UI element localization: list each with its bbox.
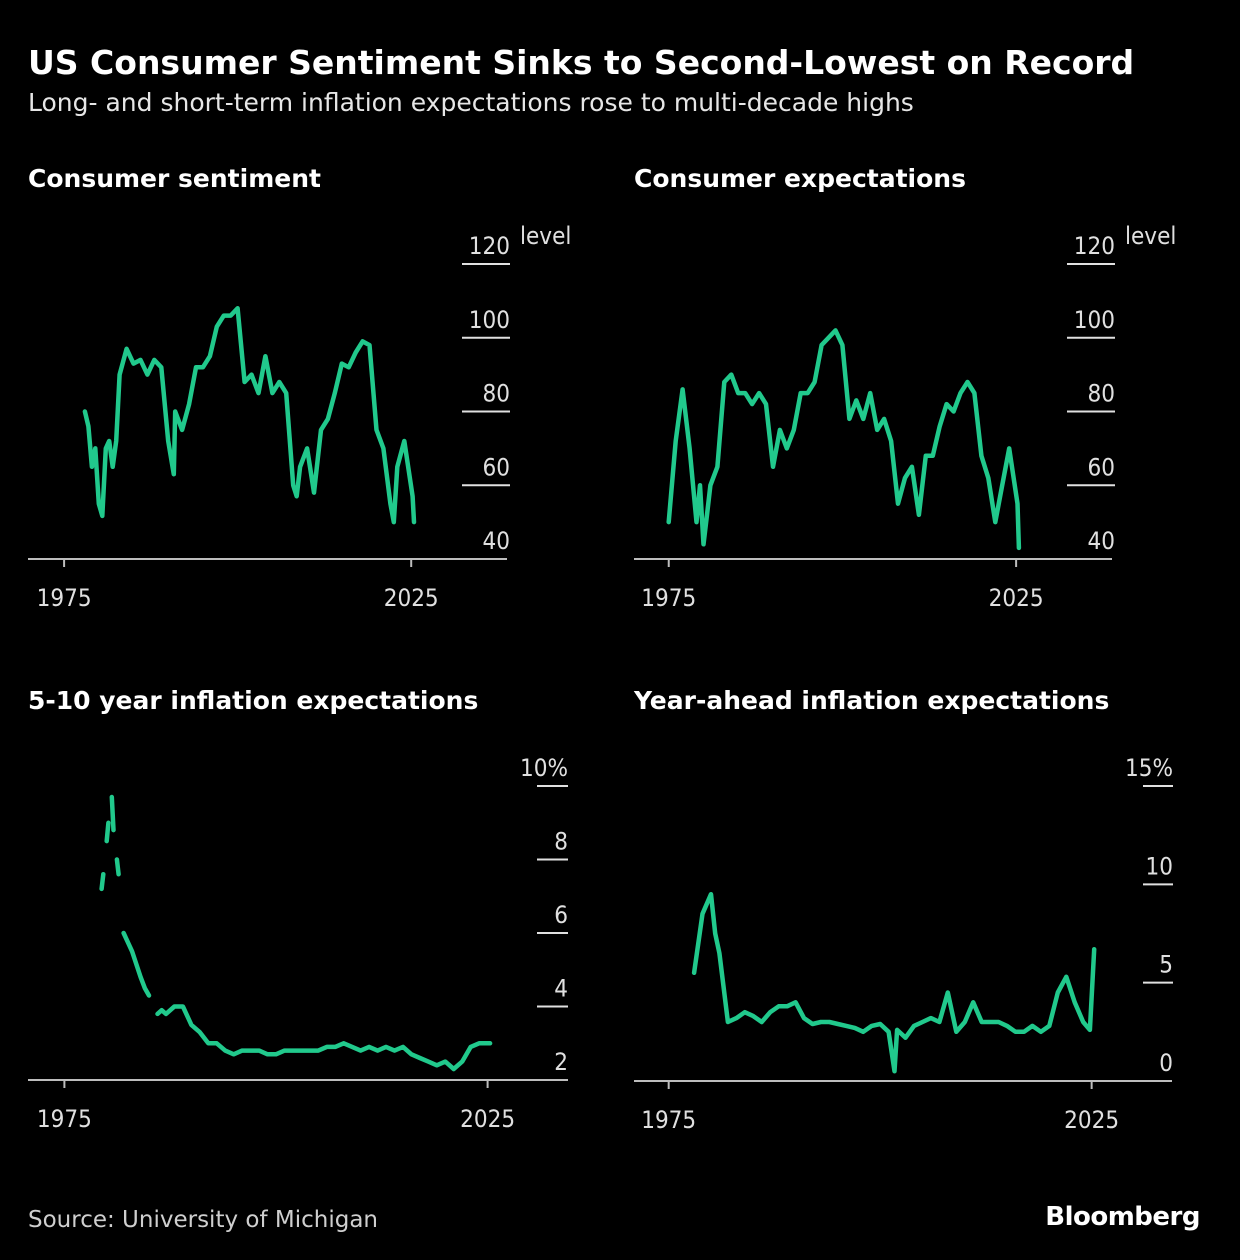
- panel-title: Consumer expectations: [634, 164, 966, 193]
- x-tick-label: 1975: [641, 1106, 696, 1134]
- panel-title: 5-10 year inflation expectations: [28, 686, 478, 715]
- x-tick-label: 1975: [641, 584, 696, 612]
- subtitle: Long- and short-term inflation expectati…: [28, 88, 914, 117]
- y-tick-label: 60: [483, 453, 510, 481]
- y-tick-label: 100: [469, 306, 510, 334]
- x-tick-label: 2025: [384, 584, 439, 612]
- y-tick-label: 100: [1074, 306, 1115, 334]
- y-tick-label: 10: [1146, 852, 1173, 880]
- y-tick-label: 40: [483, 527, 510, 555]
- y-tick-label: 5: [1159, 951, 1173, 979]
- y-tick-label: 120: [1074, 232, 1115, 260]
- title: US Consumer Sentiment Sinks to Second-Lo…: [28, 43, 1134, 82]
- line: [99, 794, 493, 1072]
- x-tick-label: 1975: [37, 584, 92, 612]
- x-tick-label: 1975: [37, 1105, 92, 1133]
- x-tick-label: 2025: [1064, 1106, 1119, 1134]
- y-tick-label: 15%: [1125, 754, 1173, 782]
- y-tick-label: 4: [554, 975, 568, 1003]
- y-tick-label: 10%: [520, 754, 568, 782]
- line: [666, 328, 1022, 551]
- y-unit: level: [520, 222, 571, 250]
- y-tick-label: 8: [554, 828, 568, 856]
- y-tick-label: 60: [1088, 453, 1115, 481]
- y-tick-label: 0: [1159, 1049, 1173, 1077]
- line: [82, 306, 417, 525]
- logo: Bloomberg: [1045, 1202, 1200, 1232]
- y-tick-label: 2: [554, 1048, 568, 1076]
- panel-title: Year-ahead inflation expectations: [633, 686, 1109, 715]
- line: [691, 891, 1097, 1074]
- y-tick-label: 120: [469, 232, 510, 260]
- y-tick-label: 80: [483, 380, 510, 408]
- y-tick-label: 80: [1088, 380, 1115, 408]
- y-tick-label: 40: [1088, 527, 1115, 555]
- y-tick-label: 6: [554, 901, 568, 929]
- source: Source: University of Michigan: [28, 1207, 378, 1233]
- x-tick-label: 2025: [989, 584, 1044, 612]
- panel-title: Consumer sentiment: [28, 164, 321, 193]
- x-tick-label: 2025: [460, 1105, 515, 1133]
- y-unit: level: [1125, 222, 1176, 250]
